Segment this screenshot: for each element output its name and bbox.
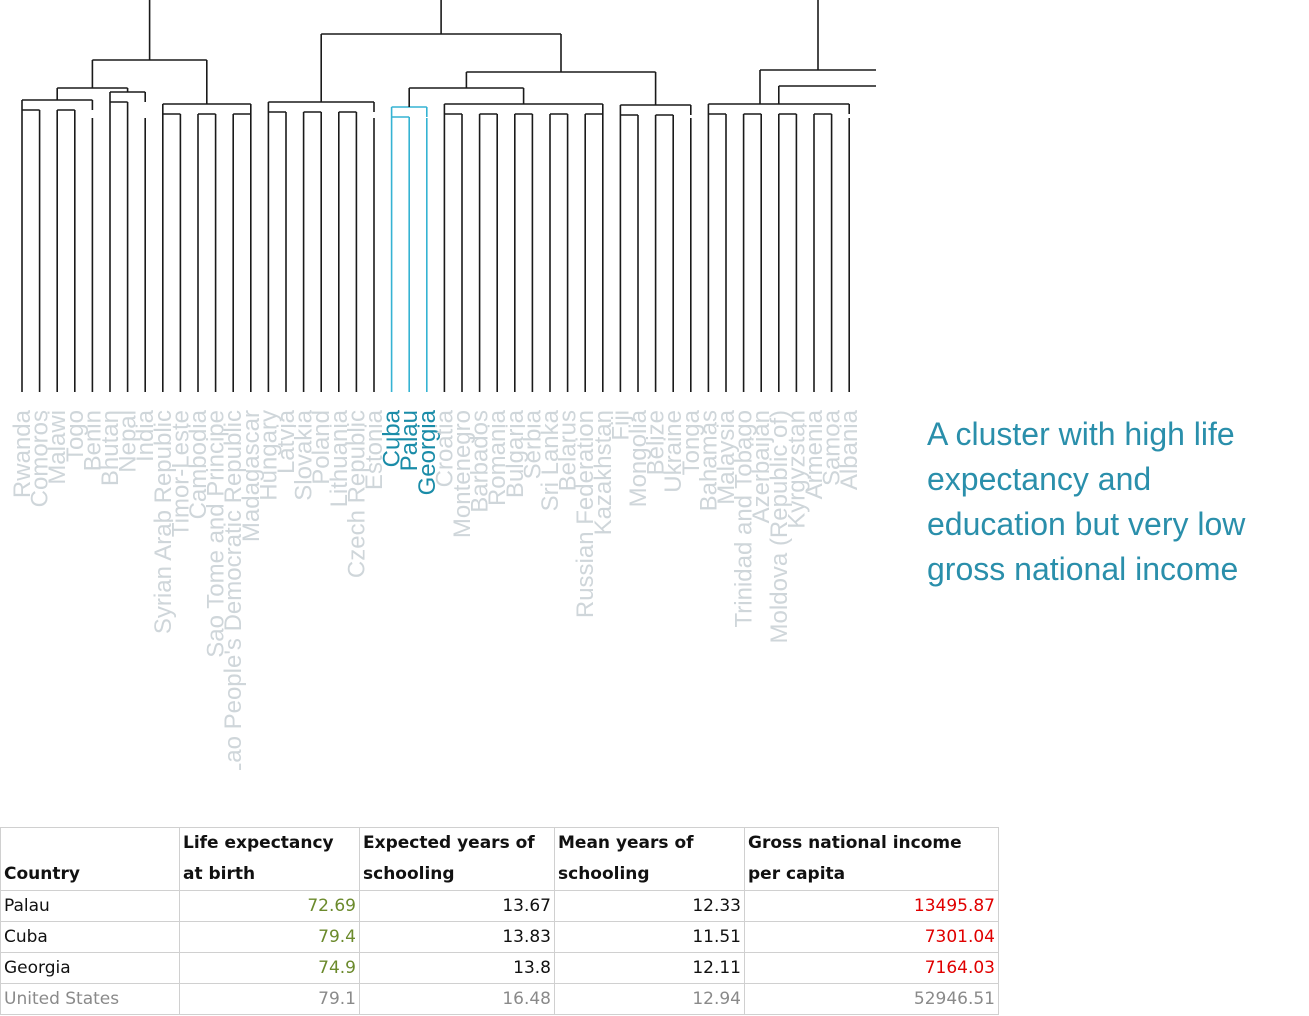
- life-cell: 72.69: [179, 890, 360, 922]
- country-cell: Cuba: [0, 921, 180, 953]
- leaf-label: Malaysia: [713, 409, 740, 504]
- leaf-label: Bahamas: [695, 410, 722, 511]
- leaf-label: Hungary: [255, 410, 282, 501]
- life-cell: 79.4: [179, 921, 360, 953]
- leaf-label: Barbados: [467, 410, 494, 513]
- expected-cell: 13.8: [359, 952, 555, 984]
- dendrogram-branches: [21, 0, 876, 392]
- leaf-label: Samoa: [819, 409, 846, 486]
- leaf-label: Mongolia: [625, 409, 652, 507]
- leaf-label: Estonia: [361, 409, 388, 490]
- leaf-label: Sri Lanka: [537, 409, 564, 511]
- mean-cell: 12.11: [554, 952, 745, 984]
- country-cell: Palau: [0, 890, 180, 922]
- leaf-label: Russian Federation: [572, 410, 599, 618]
- leaf-label: Kazakhstan: [590, 410, 617, 535]
- leaf-label: Cuba: [379, 409, 406, 467]
- income-cell: 7301.04: [744, 921, 999, 953]
- expected-cell: 16.48: [359, 983, 555, 1015]
- mean-cell: 11.51: [554, 921, 745, 953]
- expected-cell: 13.67: [359, 890, 555, 922]
- income-cell: 7164.03: [744, 952, 999, 984]
- leaf-label: Fiji: [607, 410, 634, 441]
- expected-cell: 13.83: [359, 921, 555, 953]
- table-header-row: Country Life expectancy at birth Expecte…: [0, 827, 999, 891]
- header-expected-schooling: Expected years of schooling: [359, 827, 555, 891]
- leaf-label: Kyrgyzstan: [783, 410, 810, 529]
- leaf-label: Czech Republic: [343, 410, 370, 578]
- header-life-expectancy: Life expectancy at birth: [179, 827, 360, 891]
- leaf-label: Montenegro: [449, 410, 476, 538]
- table-row: Palau 72.69 13.67 12.33 13495.87: [0, 890, 999, 922]
- leaf-label: Malawi: [44, 410, 71, 485]
- leaf-label: Palau: [396, 410, 423, 471]
- leaf-label: Ukraine: [660, 410, 687, 493]
- mean-cell: 12.33: [554, 890, 745, 922]
- leaf-label: Timor-Leste: [167, 410, 194, 537]
- leaf-label: Georgia: [414, 409, 441, 495]
- leaf-label: Croatia: [431, 409, 458, 487]
- leaf-label: Tonga: [678, 409, 705, 475]
- leaf-label: Poland: [308, 410, 335, 485]
- leaf-label: Lithuania: [326, 409, 353, 507]
- cluster-table: Country Life expectancy at birth Expecte…: [0, 827, 999, 1015]
- leaf-label: Sao Tome and Principe: [203, 410, 230, 658]
- table-row: Georgia 74.9 13.8 12.11 7164.03: [0, 952, 999, 984]
- dendrogram: RwandaComorosMalawiTogoBeninBhutanNepalI…: [9, 0, 876, 770]
- leaf-label: Trinidad and Tobago: [731, 410, 758, 628]
- mean-cell: 12.94: [554, 983, 745, 1015]
- leaf-label: Madagascar: [238, 410, 265, 542]
- leaf-label: Nepal: [115, 410, 142, 473]
- leaf-label: Romania: [484, 409, 511, 506]
- leaf-label: Lao People's Democratic Republic: [220, 410, 247, 770]
- leaf-label: Togo: [62, 410, 89, 462]
- country-cell: United States: [0, 983, 180, 1015]
- leaf-label: India: [132, 409, 159, 462]
- leaf-label: Rwanda: [9, 409, 36, 498]
- leaf-label: Benin: [79, 410, 106, 471]
- header-country: Country: [0, 827, 180, 891]
- leaf-label: Belarus: [555, 410, 582, 491]
- leaf-label: Bulgaria: [502, 409, 529, 498]
- leaf-label: Belize: [643, 410, 670, 475]
- leaf-label: Armenia: [801, 409, 828, 499]
- leaf-label: Syrian Arab Republic: [150, 410, 177, 634]
- leaf-label: Serbia: [519, 409, 546, 479]
- table-row: United States 79.1 16.48 12.94 52946.51: [0, 983, 999, 1015]
- country-cell: Georgia: [0, 952, 180, 984]
- leaf-label: Latvia: [273, 409, 300, 474]
- life-cell: 79.1: [179, 983, 360, 1015]
- leaf-label: Albania: [836, 409, 863, 490]
- leaf-label: Bhutan: [97, 410, 124, 486]
- life-cell: 74.9: [179, 952, 360, 984]
- leaf-label: Cambodia: [185, 409, 212, 519]
- income-cell: 13495.87: [744, 890, 999, 922]
- income-cell: 52946.51: [744, 983, 999, 1015]
- leaf-label: Comoros: [27, 410, 54, 507]
- cluster-annotation: A cluster with high life expectancy and …: [927, 416, 1246, 587]
- leaf-label: Slovakia: [291, 409, 318, 500]
- header-gni: Gross national income per capita: [744, 827, 999, 891]
- leaf-label: Azerbaijan: [748, 410, 775, 523]
- dendrogram-leaf-labels: RwandaComorosMalawiTogoBeninBhutanNepalI…: [9, 409, 863, 770]
- table-row: Cuba 79.4 13.83 11.51 7301.04: [0, 921, 999, 953]
- leaf-label: Moldova (Republic of): [766, 410, 793, 643]
- header-mean-schooling: Mean years of schooling: [554, 827, 745, 891]
